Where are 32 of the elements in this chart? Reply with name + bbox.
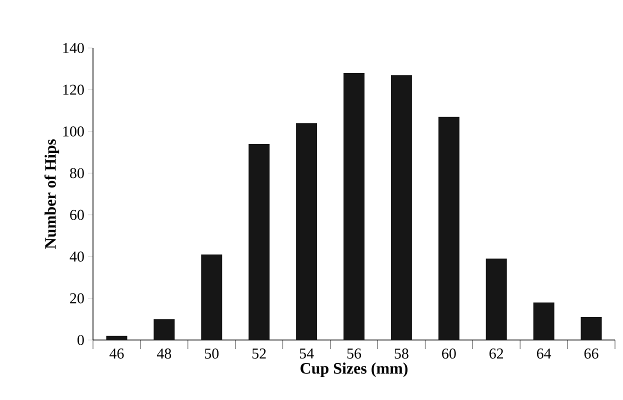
x-tick-label: 66: [584, 348, 598, 359]
bar: [296, 123, 318, 340]
bar: [344, 73, 365, 340]
bar: [438, 116, 460, 340]
y-tick-label: 140: [63, 42, 84, 54]
bar: [154, 319, 175, 340]
x-tick-label: 48: [156, 348, 172, 359]
y-tick-label: 120: [63, 84, 84, 95]
y-axis-title: Number of Hips: [44, 139, 60, 249]
bar: [533, 302, 554, 340]
x-tick-label: 56: [347, 348, 362, 359]
x-tick-label: 58: [394, 348, 408, 359]
y-tick-label: 100: [63, 126, 84, 136]
x-tick-label: 60: [442, 348, 456, 359]
bar: [248, 144, 270, 340]
x-tick-label: 62: [490, 348, 504, 359]
y-tick-label: 80: [70, 168, 84, 178]
x-axis-title: Cup Sizes (mm): [300, 362, 408, 378]
bar: [201, 254, 222, 340]
bar: [580, 317, 602, 340]
y-tick-label: 20: [70, 293, 84, 304]
bar: [390, 75, 412, 340]
y-tick-label: 40: [70, 252, 84, 262]
y-tick-label: 60: [70, 210, 84, 220]
bar: [106, 336, 128, 340]
x-tick-label: 50: [205, 348, 219, 359]
x-tick-label: 52: [252, 348, 266, 359]
y-tick-label: 0: [78, 334, 84, 346]
x-tick-label: 64: [536, 348, 552, 359]
bar: [486, 258, 507, 340]
x-tick-label: 54: [300, 348, 314, 359]
x-tick-label: 46: [110, 348, 124, 359]
